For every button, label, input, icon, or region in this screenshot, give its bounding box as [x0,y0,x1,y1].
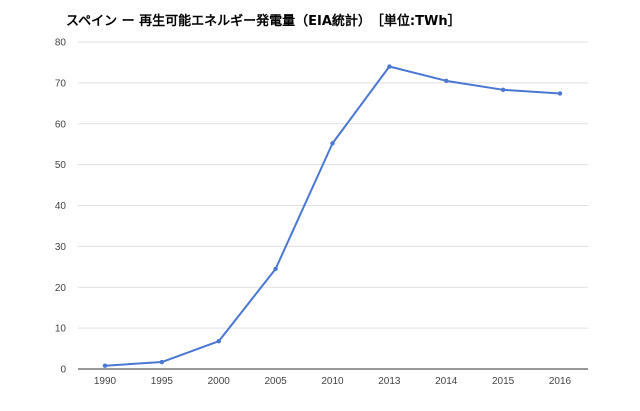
y-tick-label: 80 [55,38,67,49]
y-tick-label: 0 [60,365,66,376]
grid-layer [78,41,588,370]
y-tick-label: 10 [55,324,67,335]
y-tick-label: 20 [55,283,67,294]
x-tick-label: 2016 [549,376,572,387]
data-point [273,266,278,272]
x-tick-label: 2014 [435,376,458,387]
y-tick-label: 60 [55,119,67,130]
chart-title: スペイン ー 再生可能エネルギー発電量（EIA統計） ［単位:TWh］ [66,14,461,29]
y-tick-label: 40 [55,201,67,212]
x-tick-label: 2005 [265,376,288,387]
series-layer [102,64,563,368]
x-tick-label: 1995 [151,376,174,387]
x-tick-label: 2000 [208,376,231,387]
y-tick-label: 70 [55,78,67,89]
y-tick-label: 30 [55,242,67,253]
x-tick-label: 2010 [321,376,344,387]
data-point [330,141,335,146]
x-tick-label: 2015 [492,376,515,387]
data-point [500,87,506,93]
series-line [104,65,561,367]
x-axis-tick-labels: 1990 1995 2000 2005 2010 2013 2014 2015 2016 [94,376,572,387]
data-point [216,339,221,344]
data-point [557,91,563,96]
x-tick-label: 1990 [94,376,117,387]
data-point [444,78,449,84]
y-tick-label: 50 [55,160,67,171]
y-axis-tick-labels: 0 10 20 30 40 50 60 70 80 [55,38,67,376]
data-point [159,359,165,365]
data-point [387,64,392,69]
x-tick-label: 2013 [378,376,401,387]
data-point [102,363,108,368]
